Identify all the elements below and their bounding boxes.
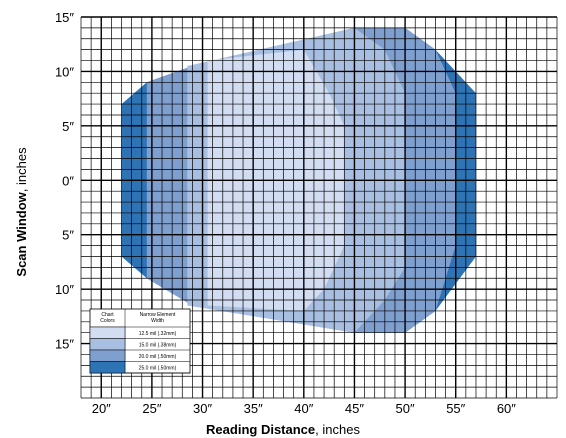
y-tick-labels: 15″ 10″ 5″ 0″ 5″ 10″ 15″	[55, 10, 74, 352]
x-tick-label: 55″	[446, 401, 465, 416]
legend-label: 25.0 mil (.50mm)	[139, 365, 177, 371]
y-tick-label: 5″	[62, 119, 74, 134]
legend-swatch	[89, 326, 126, 339]
y-tick-label: 15″	[55, 10, 74, 25]
legend-header-width-2: Width	[151, 318, 164, 324]
x-axis-title: Reading Distance, inches	[206, 422, 360, 437]
x-tick-label: 20″	[92, 401, 111, 416]
legend-header-colors: Chart Colors	[100, 312, 115, 324]
y-tick-label: 0″	[62, 173, 74, 188]
x-tick-label: 25″	[142, 401, 161, 416]
legend-header-colors-1: Chart	[101, 312, 114, 318]
legend-label: 12.5 mil (.32mm)	[139, 331, 177, 337]
legend-swatch	[89, 338, 126, 351]
x-tick-label: 60″	[497, 401, 516, 416]
y-tick-label: 10″	[55, 64, 74, 79]
x-tick-label: 40″	[294, 401, 313, 416]
y-tick-label: 5″	[62, 228, 74, 243]
legend-label: 20.0 mil (.50mm)	[139, 354, 177, 360]
x-tick-label: 45″	[345, 401, 364, 416]
y-tick-label: 10″	[55, 282, 74, 297]
x-tick-label: 30″	[193, 401, 212, 416]
legend-swatch	[89, 349, 126, 362]
legend-header-width: Narrow Element Width	[140, 312, 176, 324]
legend: Chart Colors Narrow Element Width 12.5 mil…	[89, 308, 191, 374]
legend-label: 15.0 mil (.38mm)	[139, 342, 177, 348]
legend-rows: 12.5 mil (.32mm) 15.0 mil (.38mm) 20.0 mil…	[89, 326, 190, 374]
x-tick-label: 35″	[244, 401, 263, 416]
x-tick-label: 50″	[396, 401, 415, 416]
y-tick-label: 15″	[55, 337, 74, 352]
y-axis-title: Scan Window, inches	[14, 147, 29, 277]
legend-header-width-1: Narrow Element	[140, 312, 176, 318]
legend-header-colors-2: Colors	[100, 318, 115, 324]
legend-swatch	[89, 361, 126, 374]
x-tick-labels: 20″ 25″ 30″ 35″ 40″ 45″ 50″ 55″ 60″	[92, 401, 517, 416]
